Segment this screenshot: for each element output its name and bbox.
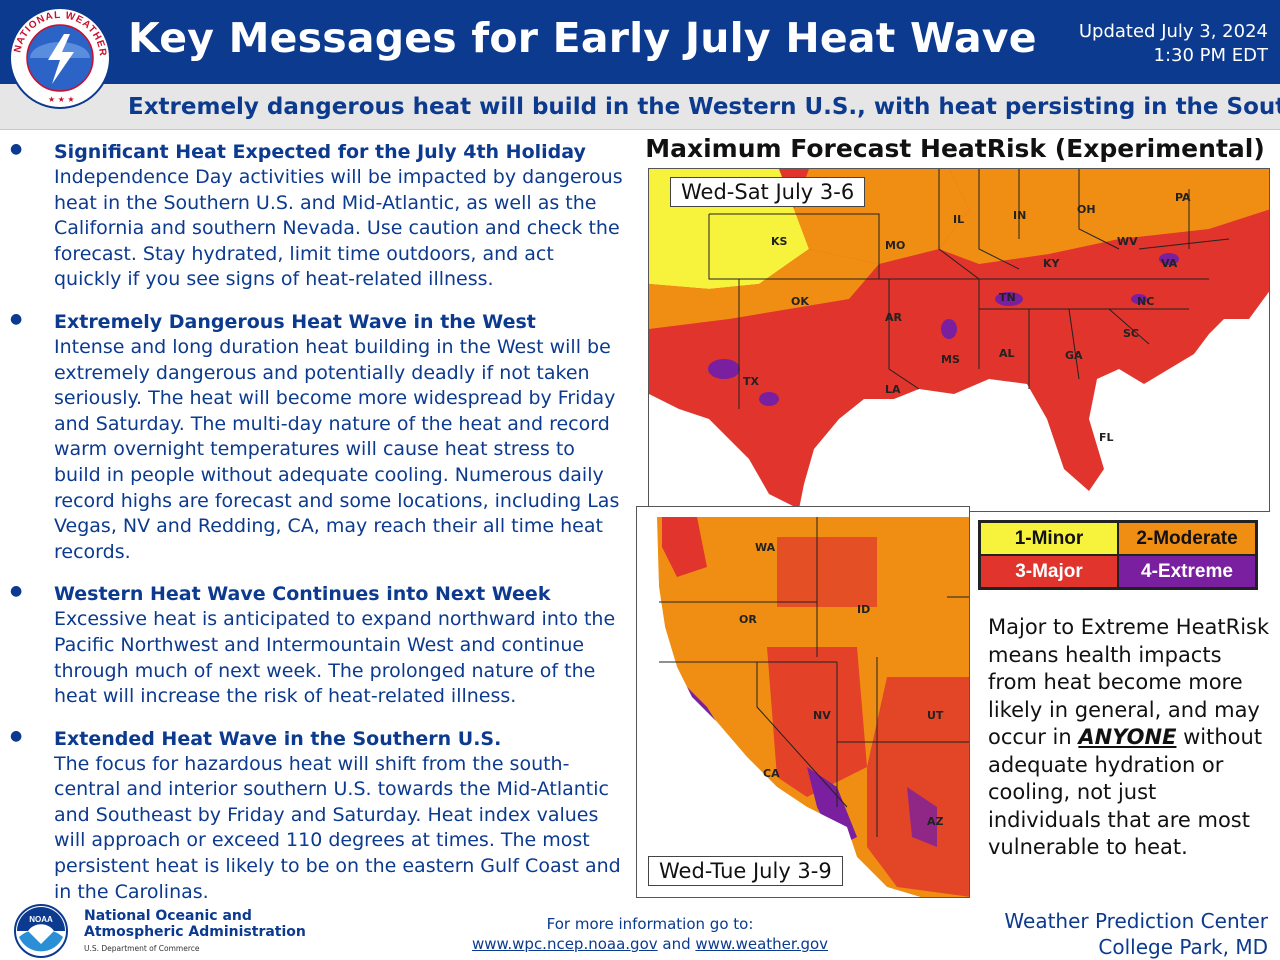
heatrisk-map-west: WA OR ID NV UT CA AZ	[636, 506, 970, 898]
legend-moderate: 2-Moderate	[1118, 522, 1256, 555]
and-text: and	[657, 935, 696, 953]
more-info: For more information go to: www.wpc.ncep…	[440, 914, 860, 954]
svg-text:★ ★ ★: ★ ★ ★	[48, 95, 75, 104]
noaa-dept: U.S. Department of Commerce	[84, 944, 200, 953]
legend-major: 3-Major	[980, 555, 1118, 588]
state-label: MS	[941, 353, 960, 366]
state-label: FL	[1099, 431, 1114, 444]
state-label: IL	[953, 213, 965, 226]
message-heading: Western Heat Wave Continues into Next We…	[54, 583, 551, 606]
message-body: Excessive heat is anticipated to expand …	[54, 608, 616, 708]
weather-gov-link[interactable]: www.weather.gov	[695, 935, 829, 953]
heatrisk-map-east: KS MO IL IN OH PA KY WV VA OK AR TN NC S…	[648, 168, 1270, 512]
note-text-end: without adequate hydration or cooling, n…	[988, 725, 1263, 859]
legend-minor: 1-Minor	[980, 522, 1118, 555]
message-body: Independence Day activities will be impa…	[54, 166, 623, 291]
state-label: OR	[739, 613, 757, 626]
noaa-name-line1: National Oceanic and	[84, 908, 252, 924]
state-label: PA	[1175, 191, 1191, 204]
panel2-date-label: Wed-Tue July 3-9	[648, 856, 843, 886]
message-body: The focus for hazardous heat will shift …	[54, 752, 621, 903]
updated-time: 1:30 PM EDT	[1153, 45, 1268, 66]
more-info-links: www.wpc.ncep.noaa.gov and www.weather.go…	[440, 934, 860, 954]
panel1-date-label: Wed-Sat July 3-6	[670, 177, 866, 207]
heatrisk-note: Major to Extreme HeatRisk means health i…	[988, 614, 1273, 862]
updated-timestamp: Updated July 3, 2024 1:30 PM EDT	[1079, 20, 1268, 68]
state-label: SC	[1123, 327, 1139, 340]
message-item: ● Significant Heat Expected for the July…	[8, 140, 623, 293]
note-emphasis: ANYONE	[1078, 725, 1177, 749]
message-heading: Significant Heat Expected for the July 4…	[54, 141, 586, 163]
state-label: WV	[1117, 235, 1138, 248]
state-label: CA	[763, 767, 780, 780]
map-east-graphic	[649, 169, 1269, 511]
message-item: ● Extended Heat Wave in the Southern U.S…	[8, 727, 623, 906]
state-label: IN	[1013, 209, 1027, 222]
state-label: OH	[1077, 203, 1096, 216]
noaa-name: National Oceanic and Atmospheric Adminis…	[84, 908, 306, 940]
state-label: LA	[885, 383, 901, 396]
noaa-name-line2: Atmospheric Administration	[84, 924, 306, 940]
message-item: ● Western Heat Wave Continues into Next …	[8, 582, 623, 709]
message-item: ● Extremely Dangerous Heat Wave in the W…	[8, 310, 623, 565]
message-heading: Extremely Dangerous Heat Wave in the Wes…	[54, 310, 536, 333]
wpc-name: Weather Prediction Center	[1004, 909, 1268, 933]
subtitle: Extremely dangerous heat will build in t…	[128, 94, 1280, 120]
state-label: TX	[743, 375, 759, 388]
state-label: TN	[999, 291, 1016, 304]
state-label: AZ	[927, 815, 944, 828]
message-heading: Extended Heat Wave in the Southern U.S.	[54, 727, 502, 750]
subtitle-bar: Extremely dangerous heat will build in t…	[0, 84, 1280, 130]
state-label: MO	[885, 239, 906, 252]
noaa-logo: NOAA	[14, 904, 68, 958]
state-label: KY	[1043, 257, 1060, 270]
state-label: AL	[999, 347, 1015, 360]
page-title: Key Messages for Early July Heat Wave	[128, 14, 1037, 62]
wpc-link[interactable]: www.wpc.ncep.noaa.gov	[471, 935, 658, 953]
state-label: NV	[813, 709, 831, 722]
state-label: AR	[885, 311, 902, 324]
bullet-icon: ●	[10, 583, 23, 600]
header-bar: Key Messages for Early July Heat Wave Up…	[0, 0, 1280, 84]
heatrisk-legend: 1-Minor 2-Moderate 3-Major 4-Extreme	[978, 520, 1258, 590]
map-west-graphic	[637, 507, 969, 897]
bullet-icon: ●	[10, 141, 23, 157]
state-label: GA	[1065, 349, 1083, 362]
wpc-location: College Park, MD	[1098, 935, 1268, 959]
updated-date: Updated July 3, 2024	[1078, 21, 1268, 42]
message-body: Intense and long duration heat building …	[54, 335, 620, 563]
legend-extreme: 4-Extreme	[1118, 555, 1256, 588]
bullet-icon: ●	[10, 727, 23, 744]
wpc-credit: Weather Prediction Center College Park, …	[1004, 908, 1268, 960]
bullet-icon: ●	[10, 310, 23, 327]
nws-logo: NATIONAL WEATHER SERVICE ★ ★ ★	[8, 6, 111, 109]
note-text: Major to Extreme HeatRisk means health i…	[988, 615, 1270, 749]
state-label: OK	[791, 295, 809, 308]
state-label: WA	[755, 541, 776, 554]
map-title: Maximum Forecast HeatRisk (Experimental)	[645, 134, 1265, 163]
state-label: UT	[927, 709, 944, 722]
state-label: VA	[1161, 257, 1178, 270]
more-info-label: For more information go to:	[546, 915, 754, 933]
noaa-logo-text: NOAA	[29, 915, 53, 924]
state-label: NC	[1137, 295, 1155, 308]
state-label: KS	[771, 235, 788, 248]
key-messages: ● Significant Heat Expected for the July…	[8, 140, 623, 922]
state-label: ID	[857, 603, 871, 616]
